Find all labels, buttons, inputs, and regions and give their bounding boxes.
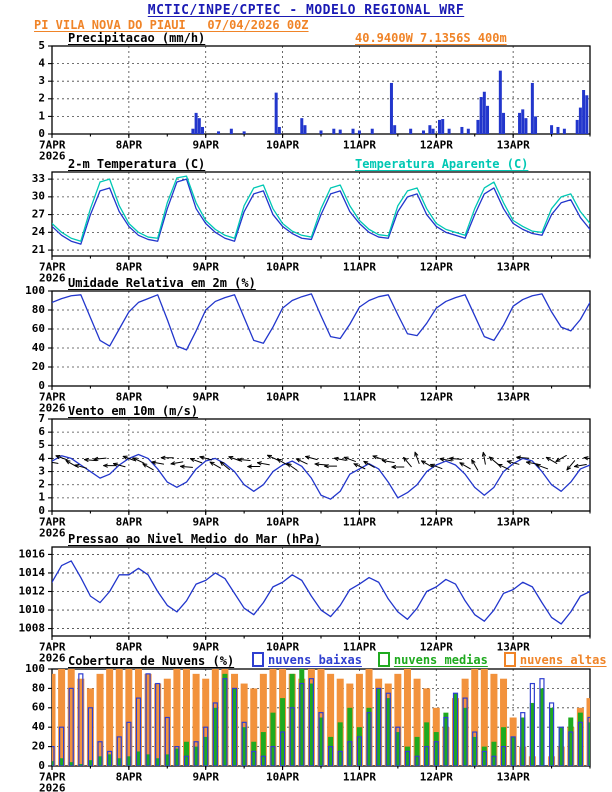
panel-vento-canvas xyxy=(0,401,612,543)
panel-temp-canvas xyxy=(0,154,612,288)
panel-nuvens-canvas xyxy=(0,651,612,792)
page-title: MCTIC/INPE/CPTEC - MODELO REGIONAL WRF xyxy=(147,3,465,18)
panel-precip-canvas xyxy=(0,28,612,166)
panel-umid-canvas xyxy=(0,273,612,418)
panel-press-canvas xyxy=(0,529,612,668)
